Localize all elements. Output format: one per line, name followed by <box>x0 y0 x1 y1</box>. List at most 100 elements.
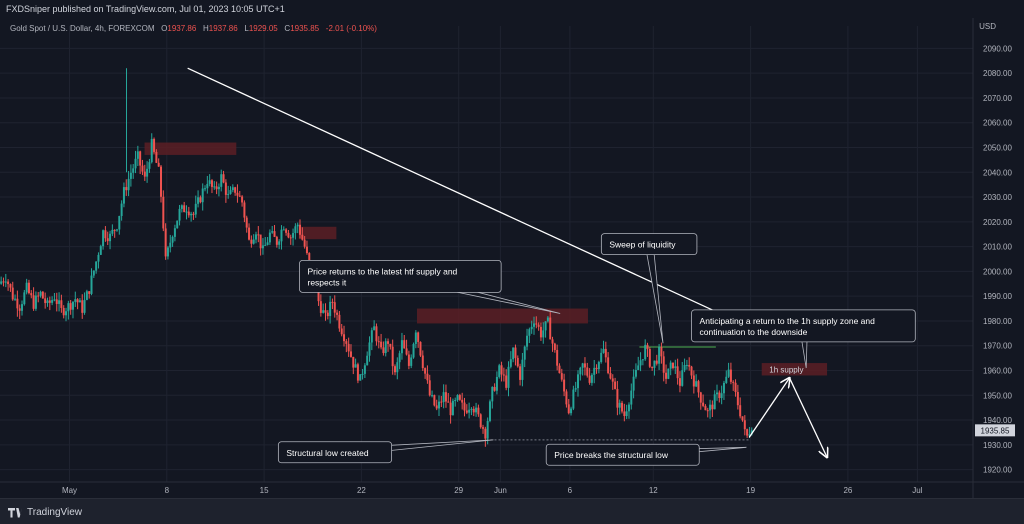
candle-body <box>600 352 603 363</box>
candle-body <box>213 186 216 188</box>
candle-body <box>556 349 559 366</box>
supply-zone <box>417 308 588 324</box>
candle-body <box>516 357 519 367</box>
candle-body <box>282 229 285 231</box>
candle-body <box>384 341 387 354</box>
candle-body <box>183 205 186 213</box>
candle-body <box>391 346 394 367</box>
candle-body <box>294 226 297 234</box>
candle-body <box>618 402 621 408</box>
close-value: 1935.85 <box>290 24 320 33</box>
candle-body <box>537 324 540 327</box>
candle-body <box>41 291 44 299</box>
chart-background <box>0 0 1024 498</box>
candle-body <box>570 408 573 414</box>
candle-body <box>234 187 237 193</box>
candle-body <box>204 188 207 190</box>
candle-body <box>447 401 450 403</box>
candle-body <box>60 300 63 308</box>
candle-body <box>259 234 262 249</box>
candle-body <box>720 393 723 399</box>
candle-body <box>324 310 327 313</box>
candle-body <box>243 202 246 218</box>
candle-body <box>23 292 26 305</box>
y-tick-label: 2080.00 <box>983 69 1012 78</box>
candle-body <box>727 369 730 377</box>
candle-body <box>21 304 24 311</box>
candle-body <box>732 381 735 383</box>
candle-body <box>512 347 515 360</box>
close-label: C <box>284 24 291 33</box>
candle-body <box>217 186 220 190</box>
candle-body <box>231 187 234 191</box>
candle-body <box>463 402 466 411</box>
annotation-box-fill <box>300 261 501 292</box>
candle-body <box>442 392 445 403</box>
candle-body <box>176 220 179 229</box>
candle-body <box>549 317 552 340</box>
candle-body <box>308 253 311 264</box>
candle-body <box>18 308 21 311</box>
symbol-legend[interactable]: Gold Spot / U.S. Dollar, 4h, FOREXCOM O1… <box>10 24 377 33</box>
candle-body <box>389 343 392 347</box>
candle-body <box>345 341 348 344</box>
annotation-callout: Anticipating a return to the 1h supply z… <box>691 309 916 369</box>
candle-body <box>285 229 288 233</box>
candle-body <box>616 388 619 408</box>
y-tick-label: 2030.00 <box>983 193 1012 202</box>
candle-body <box>572 389 575 409</box>
candle-body <box>519 366 522 380</box>
candle-body <box>229 190 232 194</box>
annotation-text: respects it <box>308 277 347 287</box>
candle-body <box>127 178 130 191</box>
candles <box>0 68 753 447</box>
candle-body <box>433 395 436 406</box>
candle-body <box>479 414 482 428</box>
annotation-text: continuation to the downside <box>700 327 808 337</box>
candle-body <box>118 216 121 230</box>
candle-body <box>526 335 529 347</box>
annotation-box-fill <box>602 234 696 254</box>
candle-body <box>692 375 695 387</box>
candle-body <box>289 237 292 239</box>
candle-body <box>655 360 658 364</box>
x-tick-label: 22 <box>357 486 366 495</box>
supply-zone-label: 1h supply <box>769 365 803 374</box>
y-tick-label: 2040.00 <box>983 168 1012 177</box>
candle-body <box>690 366 693 376</box>
candle-body <box>544 321 547 331</box>
candle-body <box>85 291 88 300</box>
y-tick-label: 2060.00 <box>983 119 1012 128</box>
candle-body <box>486 421 489 439</box>
candle-body <box>206 183 209 189</box>
candle-body <box>567 404 570 414</box>
candle-body <box>146 168 149 177</box>
candle-body <box>280 229 283 242</box>
candle-body <box>396 362 399 373</box>
supply-zone <box>144 142 237 155</box>
candle-body <box>741 416 744 421</box>
candle-body <box>509 359 512 367</box>
candle-body <box>340 328 343 335</box>
x-tick-label: 6 <box>568 486 573 495</box>
candle-body <box>461 399 464 403</box>
price-chart[interactable]: 1920.00 1930.00 1940.00 1950.00 1960.00 1970.… <box>0 0 1024 498</box>
y-tick-label: 2050.00 <box>983 144 1012 153</box>
candle-body <box>750 430 753 435</box>
candle-body <box>227 193 230 195</box>
candle-body <box>431 395 434 397</box>
candle-body <box>704 405 707 411</box>
candle-body <box>373 326 376 331</box>
tradingview-brand: TradingView <box>27 507 83 518</box>
candle-body <box>301 234 304 240</box>
candle-body <box>454 399 457 401</box>
candle-body <box>215 186 218 190</box>
tradingview-logo[interactable]: TradingView <box>8 507 82 518</box>
candle-body <box>706 410 709 412</box>
candle-body <box>322 310 325 313</box>
annotation-box-fill <box>279 442 391 462</box>
candle-body <box>565 391 568 405</box>
candle-body <box>713 394 716 410</box>
annotation-callout: Sweep of liquidity <box>600 233 698 344</box>
